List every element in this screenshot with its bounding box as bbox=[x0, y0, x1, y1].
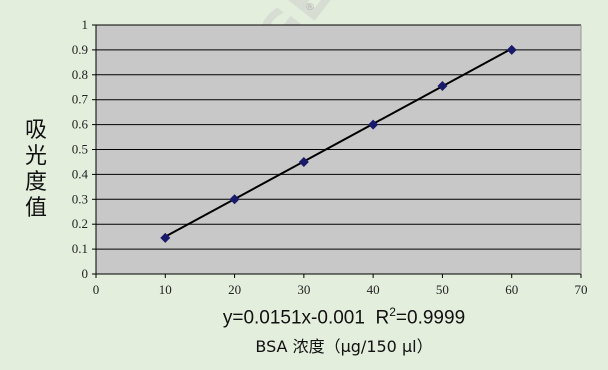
x-tick-label-7: 70 bbox=[575, 282, 588, 297]
grid-lines bbox=[92, 24, 582, 275]
x-tick-label-3: 30 bbox=[297, 282, 310, 297]
data-point-0-3 bbox=[368, 119, 379, 130]
data-point-0-2 bbox=[298, 156, 309, 167]
y-tick-label-4: 0.4 bbox=[72, 166, 89, 181]
y-tick-labels: 0 0.1 0.2 0.3 0.4 0.5 0.6 0.7 0.8 0.9 1 bbox=[72, 17, 89, 281]
y-tick-label-5: 0.5 bbox=[72, 142, 88, 157]
r-squared-prefix: R bbox=[375, 307, 390, 329]
y-tick-label-3: 0.3 bbox=[72, 191, 88, 206]
y-tick-label-6: 0.6 bbox=[72, 117, 89, 132]
x-tick-label-0: 0 bbox=[93, 282, 100, 297]
y-axis-label: 吸光度值 bbox=[24, 118, 47, 221]
r-squared-value: =0.9999 bbox=[395, 307, 466, 329]
y-tick-label-7: 0.7 bbox=[72, 92, 89, 107]
data-point-0-4 bbox=[437, 81, 448, 92]
equation-text: y=0.0151x-0.001 bbox=[222, 307, 365, 329]
x-axis-label: BSA 浓度（μg/150 μl） bbox=[255, 337, 433, 356]
data-points bbox=[160, 44, 517, 243]
x-tick-label-5: 50 bbox=[436, 282, 449, 297]
x-tick-label-6: 60 bbox=[505, 282, 518, 297]
regression-equation: y=0.0151x-0.001 R2=0.9999 bbox=[0, 305, 608, 329]
y-tick-label-1: 0.1 bbox=[72, 241, 88, 256]
data-point-0-1 bbox=[229, 194, 240, 205]
data-point-0-5 bbox=[506, 44, 517, 55]
r-squared-sup: 2 bbox=[389, 305, 396, 319]
data-point-0-0 bbox=[160, 232, 171, 243]
y-tick-label-10: 1 bbox=[82, 17, 89, 32]
x-tick-label-2: 20 bbox=[228, 282, 241, 297]
x-tick-label-4: 40 bbox=[367, 282, 380, 297]
y-tick-label-2: 0.2 bbox=[72, 216, 88, 231]
trendline-group bbox=[164, 47, 513, 238]
watermark-registered-mark: ® bbox=[305, 2, 315, 13]
trendline bbox=[164, 47, 513, 238]
y-tick-label-9: 0.9 bbox=[72, 42, 88, 57]
y-tick-label-0: 0 bbox=[82, 266, 89, 281]
x-tick-labels: 0 10 20 30 40 50 60 70 bbox=[93, 274, 588, 297]
y-tick-label-8: 0.8 bbox=[72, 67, 88, 82]
x-tick-label-1: 10 bbox=[159, 282, 172, 297]
